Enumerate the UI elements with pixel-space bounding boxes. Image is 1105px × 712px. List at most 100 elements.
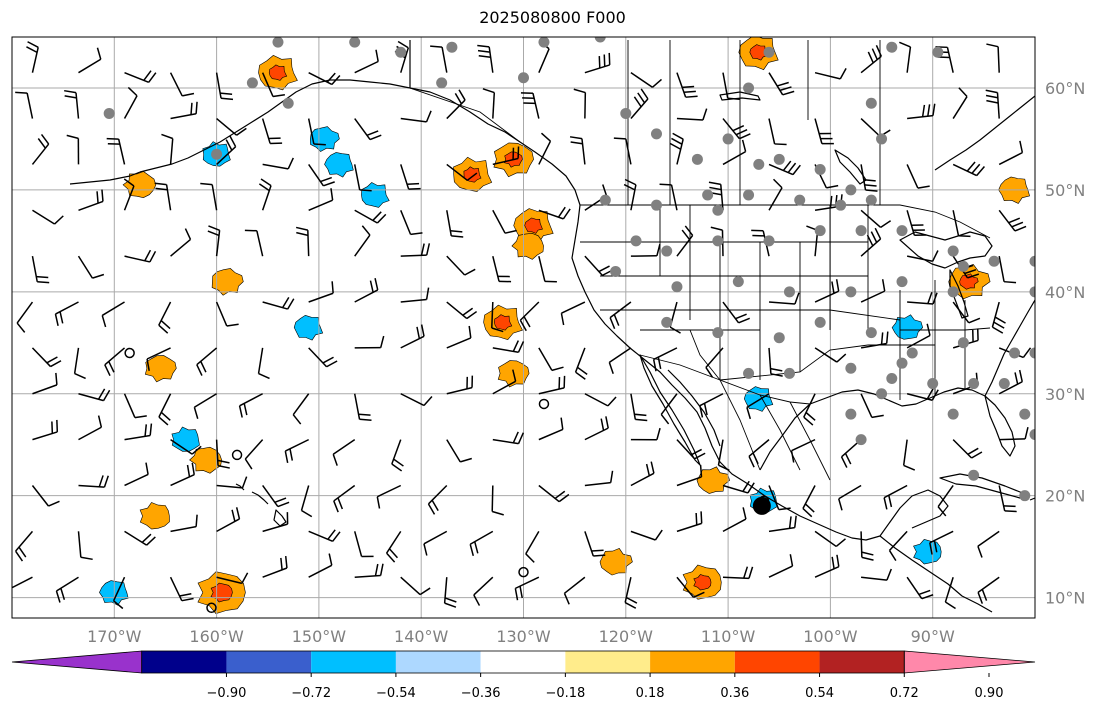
wind-barb bbox=[492, 146, 520, 166]
wind-barb bbox=[560, 301, 586, 326]
wind-barb bbox=[258, 178, 272, 211]
lon-tick-label: 120°W bbox=[599, 627, 654, 646]
wind-barb bbox=[999, 427, 1029, 441]
wind-barb bbox=[400, 393, 433, 407]
colorbar-tick-label: −0.54 bbox=[376, 686, 416, 701]
lat-tick-label: 20°N bbox=[1045, 487, 1085, 506]
station-dot bbox=[1019, 408, 1031, 420]
wind-barb bbox=[170, 101, 198, 120]
wind-barb bbox=[400, 576, 431, 596]
wind-barb bbox=[154, 182, 172, 211]
positive-core bbox=[693, 574, 712, 591]
wind-barb bbox=[991, 301, 1006, 334]
wind-barb bbox=[101, 301, 125, 328]
wind-barb bbox=[158, 301, 172, 334]
wind-barb bbox=[860, 164, 878, 192]
negative-area bbox=[293, 314, 324, 341]
station-dot bbox=[722, 133, 734, 145]
wind-barb bbox=[952, 161, 985, 177]
station-dot bbox=[1029, 286, 1035, 298]
wind-barb bbox=[385, 530, 402, 563]
station-dot bbox=[906, 347, 918, 359]
wind-barb bbox=[998, 369, 1023, 395]
map-title: 2025080800 F000 bbox=[479, 8, 626, 27]
wind-barb bbox=[32, 419, 59, 441]
wind-barb bbox=[31, 133, 50, 165]
station-dot bbox=[814, 225, 826, 237]
calm-circle bbox=[206, 602, 217, 614]
wind-barb bbox=[525, 530, 540, 563]
colorbar-tick-label: 0.18 bbox=[636, 686, 665, 701]
station-dot bbox=[988, 255, 1000, 267]
wind-barb bbox=[491, 301, 504, 333]
colorbar: −0.90 −0.72 −0.54 −0.36 −0.18 0.18 0.36 0.54 0.7… bbox=[11, 650, 1036, 701]
station-dot bbox=[671, 281, 683, 293]
station-dot bbox=[211, 148, 223, 160]
wind-barb bbox=[814, 347, 847, 363]
wind-barb bbox=[292, 393, 310, 425]
latitude-labels: 10°N 20°N 30°N 40°N 50°N 60°N bbox=[1045, 79, 1085, 608]
colorbar-tick-label: 0.54 bbox=[805, 686, 834, 701]
wind-barb bbox=[676, 511, 703, 533]
lon-tick-label: 100°W bbox=[803, 627, 858, 646]
wind-barb bbox=[400, 324, 425, 349]
wind-barb bbox=[538, 375, 566, 395]
wind-barb bbox=[907, 292, 938, 305]
wind-barb bbox=[300, 485, 313, 518]
wind-barb bbox=[838, 484, 862, 511]
wind-barb bbox=[354, 335, 385, 349]
wind-barb bbox=[196, 347, 218, 376]
wind-barb bbox=[768, 72, 795, 96]
wind-barb bbox=[985, 89, 1000, 119]
station-dot bbox=[743, 82, 755, 94]
wind-barb bbox=[952, 301, 981, 324]
wind-barb bbox=[676, 576, 705, 598]
wind-barb bbox=[308, 281, 334, 303]
wind-barb bbox=[748, 439, 770, 468]
wind-barb bbox=[78, 47, 102, 74]
wind-barb bbox=[659, 183, 678, 211]
wind-barb bbox=[55, 576, 79, 603]
wind-barb bbox=[216, 117, 247, 136]
wind-barb bbox=[332, 439, 356, 466]
station-dot bbox=[876, 133, 888, 145]
station-dot bbox=[855, 225, 867, 237]
large-station-dot bbox=[752, 496, 771, 515]
graticule bbox=[12, 37, 1035, 618]
wind-barb bbox=[308, 163, 335, 187]
wind-barb bbox=[538, 206, 571, 220]
colorbar-bin bbox=[650, 651, 735, 673]
wind-barb bbox=[31, 256, 50, 284]
wind-barb bbox=[768, 347, 783, 377]
wind-barb bbox=[333, 484, 356, 513]
wind-barb bbox=[676, 464, 703, 487]
station-dot bbox=[395, 46, 407, 58]
wind-barb bbox=[492, 431, 525, 445]
wind-barb bbox=[623, 178, 637, 211]
wind-barb bbox=[473, 576, 494, 606]
wind-barb bbox=[124, 530, 156, 546]
wind-barb bbox=[170, 514, 198, 533]
wind-barb bbox=[514, 576, 540, 601]
wind-barb bbox=[446, 210, 464, 238]
wind-barb bbox=[952, 87, 968, 119]
wind-barb bbox=[77, 531, 93, 561]
wind-barb bbox=[400, 243, 431, 257]
wind-barb bbox=[630, 72, 662, 88]
wind-barb bbox=[630, 529, 663, 541]
wind-barb bbox=[986, 43, 1000, 73]
wind-barb bbox=[295, 226, 310, 257]
wind-barb bbox=[14, 530, 34, 562]
wind-barb bbox=[158, 393, 172, 426]
station-dot bbox=[743, 189, 755, 201]
wind-barb bbox=[768, 178, 783, 211]
station-dot bbox=[886, 41, 898, 53]
wind-barb bbox=[652, 347, 678, 372]
station-dot bbox=[957, 337, 969, 349]
wind-barb bbox=[803, 393, 816, 426]
wind-barb bbox=[722, 566, 754, 580]
wind-barb bbox=[12, 576, 33, 601]
wind-barb bbox=[952, 439, 983, 459]
wind-barb bbox=[238, 393, 263, 418]
wind-barb bbox=[391, 439, 404, 472]
